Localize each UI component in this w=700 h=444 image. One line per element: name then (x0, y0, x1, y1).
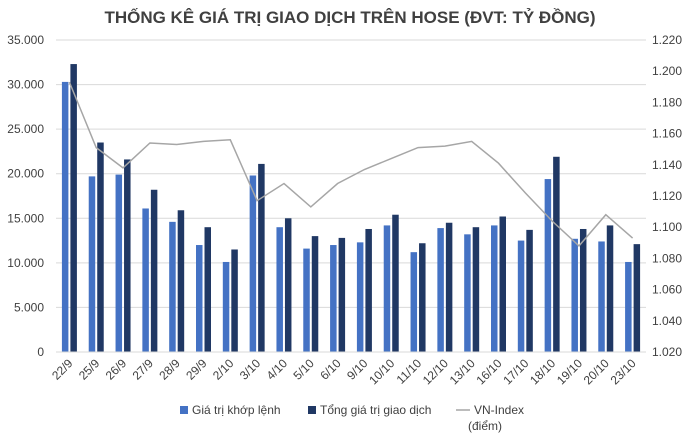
legend-label-tong-gia-tri: Tổng giá trị giao dịch (320, 403, 431, 417)
x-tick-label: 2/10 (210, 356, 237, 383)
x-tick-label: 11/10 (394, 356, 425, 387)
left-axis: 0 5.000 10.000 15.000 20.000 25.000 30.000 35.0… (7, 33, 44, 359)
x-tick-label: 10/10 (366, 356, 397, 387)
right-tick-label: 1.140 (652, 158, 682, 172)
bar-khop-lenh (517, 240, 525, 352)
bar-tong-gia-tri (284, 218, 292, 352)
bar-khop-lenh (356, 242, 364, 352)
vnindex-line-layer (68, 81, 634, 247)
x-tick-label: 12/10 (420, 356, 451, 387)
x-tick-label: 29/9 (183, 356, 210, 383)
bar-tong-gia-tri (124, 159, 131, 352)
x-tick-label: 16/10 (473, 356, 504, 387)
chart-title: THỐNG KÊ GIÁ TRỊ GIAO DỊCH TRÊN HOSE (ĐV… (104, 7, 595, 27)
x-tick-label: 19/10 (554, 356, 585, 387)
x-tick-label: 27/9 (130, 356, 157, 383)
legend-swatch-tong-gia-tri (308, 406, 316, 414)
bar-tong-gia-tri (258, 163, 265, 352)
bar-khop-lenh (625, 261, 632, 352)
bars (61, 64, 641, 352)
legend: Giá trị khớp lệnh Tổng giá trị giao dịch… (180, 403, 524, 433)
legend-label-khop-lenh: Giá trị khớp lệnh (192, 403, 281, 417)
bar-khop-lenh (464, 234, 471, 352)
bar-khop-lenh (410, 252, 418, 352)
x-tick-label: 6/10 (317, 356, 344, 383)
bar-tong-gia-tri (70, 64, 77, 352)
legend-swatch-khop-lenh (180, 406, 188, 414)
bar-tong-gia-tri (392, 214, 399, 352)
left-tick-label: 35.000 (7, 33, 44, 47)
bar-khop-lenh (169, 221, 176, 352)
right-tick-label: 1.160 (652, 127, 682, 141)
bar-tong-gia-tri (553, 156, 560, 352)
bar-khop-lenh (61, 81, 69, 352)
legend-label-vnindex-unit: (điểm) (468, 419, 502, 433)
right-tick-label: 1.080 (652, 251, 682, 265)
right-axis: 1.020 1.040 1.060 1.080 1.100 1.120 1.140 1.160… (652, 33, 682, 359)
bar-tong-gia-tri (338, 237, 346, 352)
x-tick-label: 20/10 (581, 356, 612, 387)
x-tick-label: 5/10 (290, 356, 317, 383)
right-tick-label: 1.180 (652, 95, 682, 109)
left-tick-label: 20.000 (7, 167, 44, 181)
right-tick-label: 1.200 (652, 64, 682, 78)
bar-khop-lenh (115, 174, 123, 352)
bar-tong-gia-tri (365, 228, 372, 352)
left-tick-label: 0 (37, 345, 44, 359)
bar-tong-gia-tri (579, 228, 587, 352)
bar-tong-gia-tri (177, 210, 185, 352)
x-tick-label: 28/9 (156, 356, 183, 383)
bar-khop-lenh (330, 245, 337, 352)
bar-tong-gia-tri (633, 244, 641, 352)
bar-tong-gia-tri (606, 225, 614, 352)
bar-tong-gia-tri (419, 243, 426, 352)
x-tick-label: 22/9 (49, 356, 76, 383)
x-tick-label: 18/10 (527, 356, 558, 387)
left-tick-label: 10.000 (7, 256, 44, 270)
right-tick-label: 1.060 (652, 283, 682, 297)
left-tick-label: 15.000 (7, 211, 44, 225)
bar-khop-lenh (276, 227, 283, 352)
vnindex-line (68, 81, 634, 247)
x-tick-label: 13/10 (447, 356, 478, 387)
right-tick-label: 1.100 (652, 220, 682, 234)
left-tick-label: 25.000 (7, 122, 44, 136)
x-tick-label: 4/10 (264, 356, 291, 383)
right-tick-label: 1.020 (652, 345, 682, 359)
bar-tong-gia-tri (472, 227, 480, 352)
bar-khop-lenh (437, 228, 444, 352)
bar-khop-lenh (142, 208, 149, 352)
x-tick-label: 25/9 (76, 356, 103, 383)
bar-tong-gia-tri (499, 216, 506, 352)
bar-khop-lenh (491, 225, 498, 352)
bar-khop-lenh (598, 241, 605, 352)
bar-tong-gia-tri (231, 249, 238, 352)
right-tick-label: 1.220 (652, 33, 682, 47)
left-tick-label: 30.000 (7, 78, 44, 92)
bar-khop-lenh (196, 245, 203, 352)
bar-khop-lenh (571, 238, 578, 352)
left-tick-label: 5.000 (14, 300, 44, 314)
bar-tong-gia-tri (445, 222, 453, 352)
x-tick-label: 3/10 (237, 356, 264, 383)
bar-khop-lenh (249, 175, 257, 352)
bar-tong-gia-tri (150, 189, 158, 352)
bar-khop-lenh (303, 248, 310, 352)
bar-khop-lenh (88, 176, 96, 352)
x-axis-labels: 22/9 25/9 26/9 27/9 28/9 29/9 2/10 3/10 4/10 5/10… (49, 356, 639, 387)
x-tick-label: 23/10 (608, 356, 639, 387)
bar-tong-gia-tri (311, 236, 319, 352)
x-tick-label: 26/9 (103, 356, 130, 383)
bar-tong-gia-tri (526, 229, 533, 352)
bar-tong-gia-tri (204, 227, 211, 352)
right-tick-label: 1.040 (652, 314, 682, 328)
bar-khop-lenh (222, 261, 230, 352)
bar-khop-lenh (383, 225, 391, 352)
right-tick-label: 1.120 (652, 189, 682, 203)
bar-tong-gia-tri (97, 142, 104, 352)
legend-label-vnindex: VN-Index (474, 403, 524, 417)
x-tick-label: 17/10 (500, 356, 531, 387)
bar-khop-lenh (544, 179, 552, 352)
